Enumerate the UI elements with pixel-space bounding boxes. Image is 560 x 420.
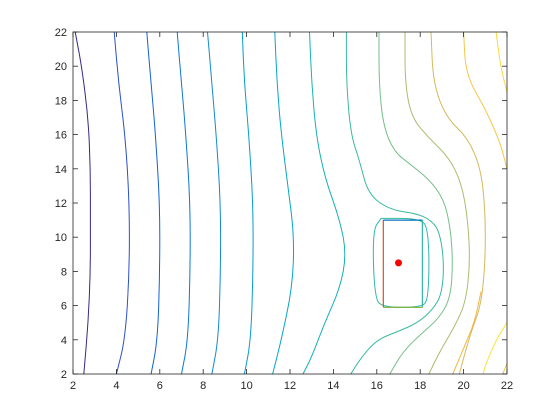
- contour-line-4: [176, 31, 191, 375]
- y-tick-label: 12: [55, 198, 67, 210]
- x-axis-ticks: 2 4 6 8 10 12 14 16 18 20 22: [70, 32, 513, 392]
- marker-layer: [395, 259, 402, 267]
- y-tick-label: 4: [61, 335, 67, 347]
- contour-line-9: [345, 31, 444, 375]
- contour-line-5: [207, 31, 222, 375]
- y-tick-label: 18: [55, 95, 67, 107]
- contour-lines: [74, 31, 508, 375]
- contour-line-8: [302, 31, 346, 375]
- y-tick-label: 20: [55, 61, 67, 73]
- x-tick-label: 10: [240, 380, 252, 392]
- x-tick-label: 4: [113, 380, 119, 392]
- contour-line-16: [502, 363, 508, 375]
- y-tick-label: 14: [55, 164, 67, 176]
- x-tick-label: 6: [157, 380, 163, 392]
- y-tick-label: 22: [55, 27, 67, 39]
- y-tick-label: 10: [55, 232, 67, 244]
- contour-line-15: [482, 322, 508, 375]
- y-tick-label: 16: [55, 130, 67, 142]
- x-tick-label: 2: [70, 380, 76, 392]
- x-tick-label: 8: [200, 380, 206, 392]
- contour-line-3: [146, 31, 161, 375]
- contour-line-13: [463, 31, 508, 170]
- y-axis-ticks: 2 4 6 8 10 12 14 16 18 20 22: [55, 27, 507, 381]
- x-tick-label: 18: [414, 380, 426, 392]
- contour-line-10: [378, 31, 453, 375]
- contour-line-7: [272, 31, 295, 375]
- contour-line-12: [430, 31, 486, 375]
- x-tick-label: 22: [501, 380, 513, 392]
- contour-line-6: [241, 31, 254, 375]
- x-tick-label: 16: [371, 380, 383, 392]
- x-tick-label: 14: [327, 380, 339, 392]
- y-tick-label: 8: [61, 266, 67, 278]
- contour-line-11: [404, 31, 470, 375]
- x-tick-label: 12: [284, 380, 296, 392]
- y-tick-label: 6: [61, 301, 67, 313]
- contour-line-2: [113, 31, 130, 375]
- y-tick-label: 2: [61, 369, 67, 381]
- red-point-marker: [395, 259, 402, 267]
- contour-line-17: [452, 291, 482, 375]
- rectangle-outline: [382, 219, 423, 308]
- contour-line-18: [372, 217, 430, 308]
- x-tick-label: 20: [457, 380, 469, 392]
- contour-line-14: [495, 31, 508, 93]
- contour-line-1: [74, 31, 91, 375]
